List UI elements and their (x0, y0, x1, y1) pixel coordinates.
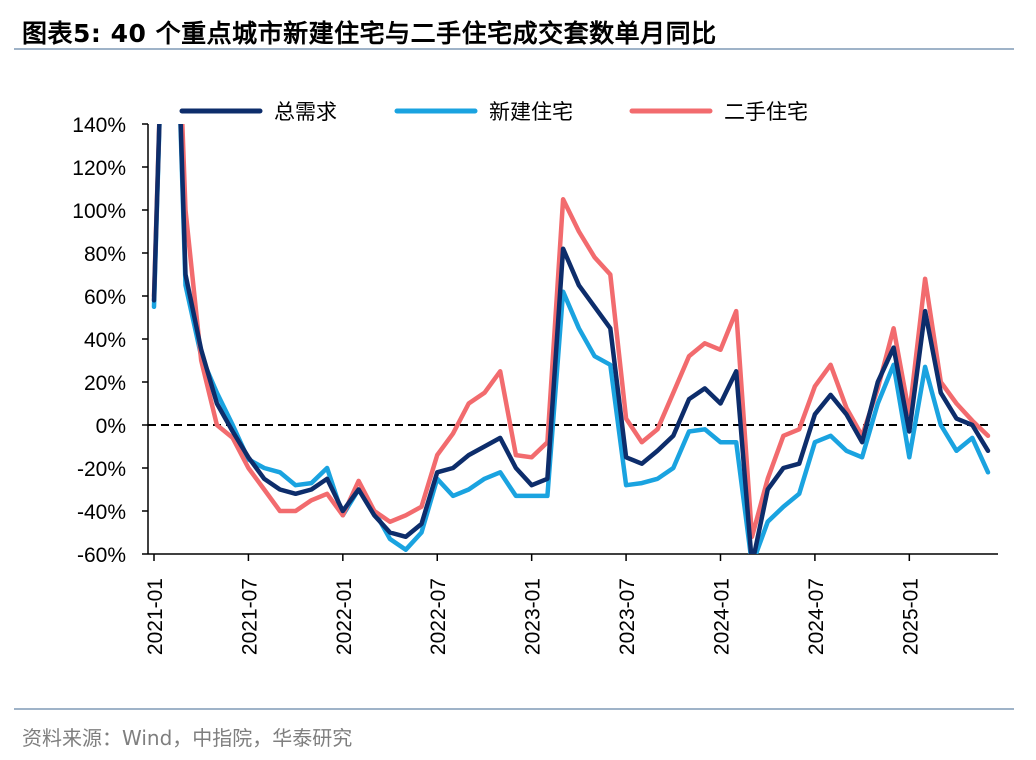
x-tick-label: 2025-01 (899, 578, 922, 655)
x-tick-label: 2023-01 (522, 578, 545, 655)
legend-label: 新建住宅 (489, 100, 573, 124)
chart-legend: 总需求 新建住宅 二手住宅 (179, 100, 808, 124)
x-tick-label: 2024-07 (805, 578, 828, 655)
x-tick-label: 2022-01 (333, 578, 356, 655)
x-axis: 2021-01 2021-07 2022-01 2022-07 2023-01 2023-… (144, 553, 998, 655)
source-note: 资料来源：Wind，中指院，华泰研究 (22, 726, 353, 750)
legend-label: 总需求 (274, 100, 337, 124)
series-lines (151, 124, 991, 554)
y-tick-label: -40% (77, 501, 126, 524)
series-line-2 (151, 124, 991, 540)
y-tick-label: -60% (77, 544, 126, 567)
y-tick-label: 80% (84, 243, 126, 266)
y-tick-label: 60% (84, 286, 126, 309)
y-tick-label: 100% (72, 200, 126, 223)
line-chart: 总需求 新建住宅 二手住宅 140% 120% 100% 80% 60% 40% 20% 0% -2… (72, 100, 998, 655)
y-tick-label: 0% (96, 415, 126, 438)
y-tick-label: 120% (72, 157, 126, 180)
title-divider (14, 48, 1014, 50)
y-tick-label: 40% (84, 329, 126, 352)
y-tick-label: 140% (72, 114, 126, 137)
series-line-0 (151, 124, 991, 554)
x-tick-label: 2021-07 (238, 578, 261, 655)
x-tick-label: 2022-07 (427, 578, 450, 655)
y-tick-label: -20% (77, 458, 126, 481)
series-line-1 (151, 124, 991, 554)
footer-divider (14, 708, 1014, 710)
x-tick-label: 2024-01 (710, 578, 733, 655)
x-tick-label: 2021-01 (144, 578, 167, 655)
legend-label: 二手住宅 (724, 100, 808, 124)
chart-title: 图表5: 40 个重点城市新建住宅与二手住宅成交套数单月同比 (22, 19, 717, 48)
y-axis: 140% 120% 100% 80% 60% 40% 20% 0% -20% -40% -60% (72, 114, 149, 567)
y-tick-label: 20% (84, 372, 126, 395)
x-tick-label: 2023-07 (616, 578, 639, 655)
